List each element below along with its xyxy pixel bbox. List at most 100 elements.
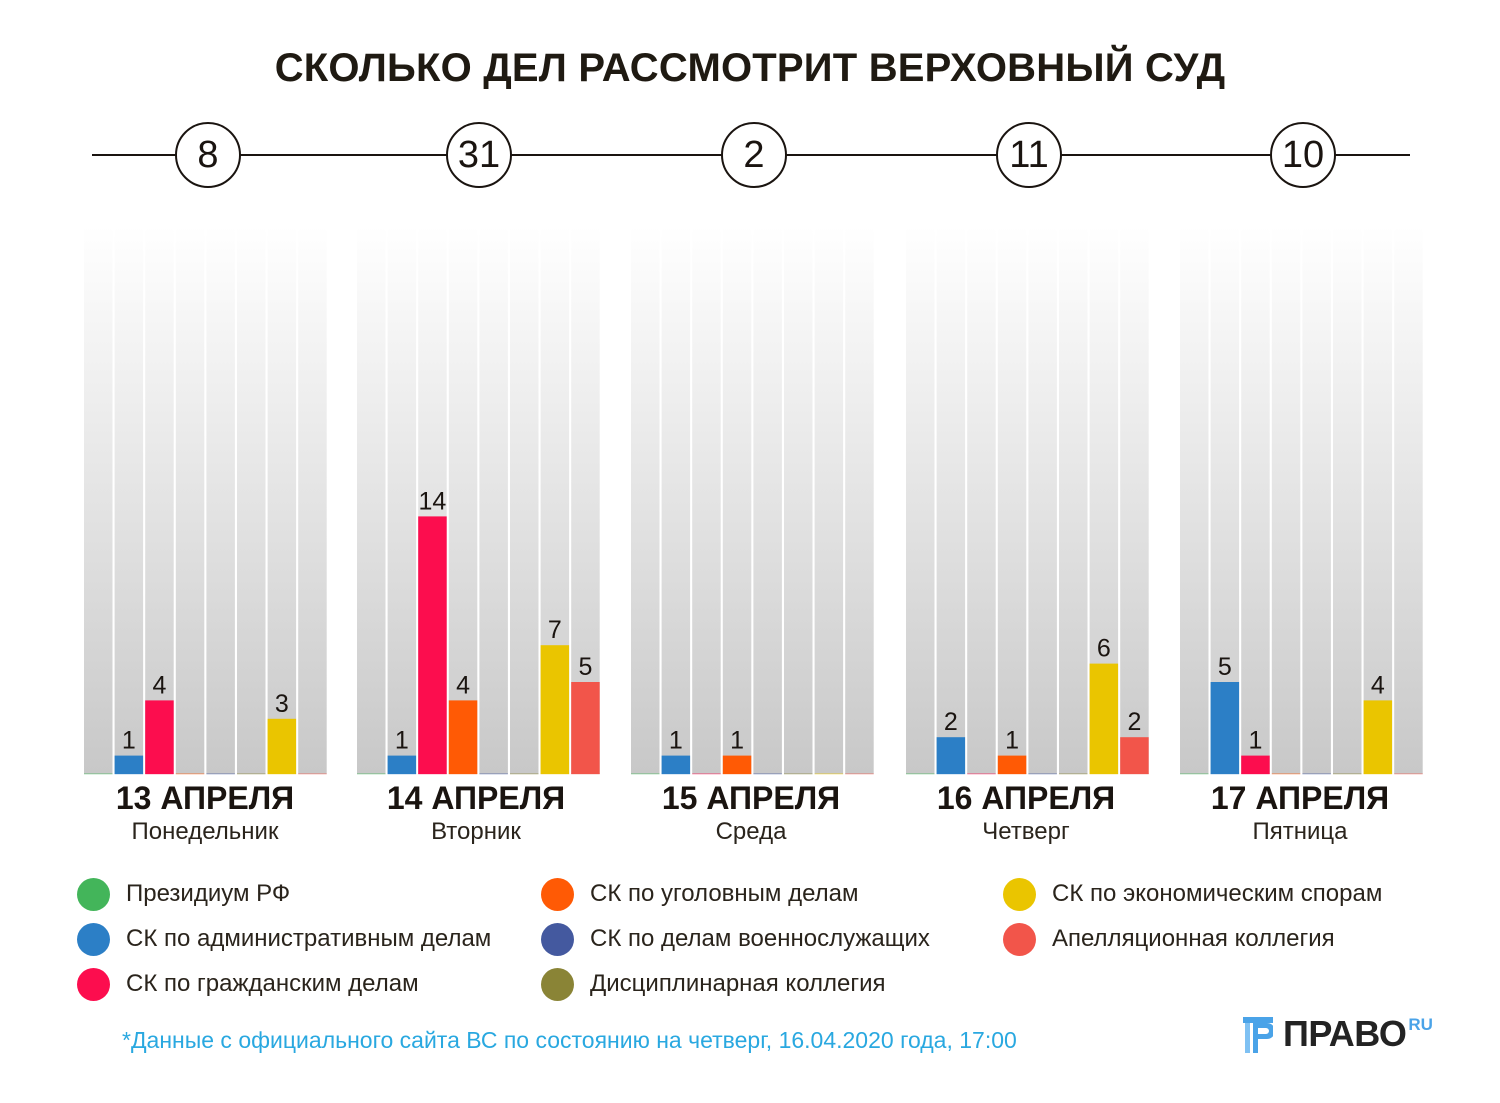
bar-value-label: 1 (122, 727, 136, 755)
bar-value-label: 1 (395, 727, 409, 755)
column-baseline (814, 773, 844, 775)
pravo-logo-icon (1243, 1017, 1273, 1053)
legend-item: СК по делам военнослужащих (541, 921, 930, 957)
logo-suffix: RU (1408, 1015, 1433, 1034)
column-background (357, 226, 386, 774)
bar-value-label: 4 (456, 671, 470, 699)
column-background (692, 226, 721, 774)
bar-value-label: 3 (275, 690, 289, 718)
logo-text: ПРАВО (1283, 1013, 1407, 1054)
column-background (845, 226, 874, 774)
bar (114, 755, 144, 774)
column-background (661, 226, 691, 774)
legend-swatch-icon (1003, 922, 1036, 956)
column-background (84, 226, 113, 774)
chart-title: СКОЛЬКО ДЕЛ РАССМОТРИТ ВЕРХОВНЫЙ СУД (274, 46, 1226, 90)
bar-value-label: 5 (578, 653, 592, 681)
weekday-label: Вторник (431, 818, 521, 845)
column-baseline (479, 773, 508, 775)
legend-label: Президиум РФ (126, 880, 291, 907)
bar (1241, 755, 1270, 774)
date-label: 13 АПРЕЛЯ (115, 780, 295, 816)
legend-swatch-icon (77, 877, 110, 911)
legend-item: СК по уголовным делам (541, 876, 859, 912)
column-baseline (692, 773, 721, 775)
legend-label: Апелляционная коллегия (1052, 925, 1335, 952)
bar (571, 682, 600, 774)
column-background (1120, 226, 1149, 774)
column-background (298, 226, 327, 774)
bar (1363, 700, 1393, 774)
column-background (145, 226, 174, 774)
day-total-circle: 10 (1270, 122, 1336, 188)
bar-value-label: 7 (548, 616, 562, 644)
column-background (1394, 226, 1423, 774)
weekday-label: Среда (715, 818, 787, 845)
bar-value-label: 6 (1097, 635, 1111, 663)
bar (448, 700, 478, 774)
bar (387, 755, 417, 774)
legend-item: СК по административным делам (77, 921, 491, 957)
day-total-circle: 31 (446, 122, 512, 188)
column-baseline (84, 773, 113, 775)
column-baseline (298, 773, 327, 775)
column-background (1363, 226, 1393, 774)
column-baseline (357, 773, 386, 775)
legend-swatch-icon (541, 877, 574, 911)
column-background (175, 226, 205, 774)
day-group: 1 14 4 75 (357, 226, 600, 775)
date-label: 16 АПРЕЛЯ (936, 780, 1116, 816)
column-background (1333, 226, 1362, 774)
column-background (267, 226, 297, 774)
bar-value-label: 1 (730, 727, 744, 755)
column-baseline (510, 773, 539, 775)
legend-label: Дисциплинарная коллегия (590, 970, 886, 997)
column-background (814, 226, 844, 774)
column-background (631, 226, 660, 774)
bar-value-label: 1 (1248, 727, 1262, 755)
bar-value-label: 14 (419, 487, 447, 515)
bar (722, 755, 752, 774)
bar-value-label: 4 (1371, 671, 1385, 699)
bar-value-label: 2 (1127, 708, 1141, 736)
weekday-label: Четверг (982, 818, 1070, 845)
column-baseline (845, 773, 874, 775)
column-background (1180, 226, 1209, 774)
column-background (1271, 226, 1301, 774)
bar (145, 700, 174, 774)
legend-swatch-icon (1003, 877, 1036, 911)
column-background (906, 226, 935, 774)
day-group: 2 1 6 2 (906, 226, 1149, 775)
bar (267, 718, 297, 774)
column-background (1028, 226, 1057, 774)
bar (997, 755, 1027, 774)
column-baseline (1059, 773, 1088, 775)
logo: ПРАВО RU (1243, 1013, 1433, 1055)
column-background (753, 226, 782, 774)
bar (1120, 737, 1149, 774)
legend-swatch-icon (77, 967, 110, 1001)
column-baseline (631, 773, 660, 775)
column-background (448, 226, 478, 774)
legend-item: СК по гражданским делам (77, 966, 419, 1002)
day-group: 14 3 (84, 226, 327, 775)
column-baseline (175, 773, 205, 775)
bar (936, 737, 966, 774)
column-background (237, 226, 266, 774)
legend-label: СК по делам военнослужащих (590, 925, 930, 952)
column-background (510, 226, 539, 774)
column-background (1302, 226, 1331, 774)
column-background (722, 226, 752, 774)
day-total-circle: 2 (721, 122, 787, 188)
column-baseline (1333, 773, 1362, 775)
legend-label: СК по гражданским делам (126, 970, 419, 997)
bar-value-label: 1 (1005, 727, 1019, 755)
legend-label: СК по уголовным делам (590, 880, 859, 907)
weekday-label: Понедельник (131, 818, 279, 845)
bar (1210, 682, 1240, 774)
column-background (1241, 226, 1270, 774)
column-baseline (1028, 773, 1057, 775)
date-label: 15 АПРЕЛЯ (661, 780, 841, 816)
